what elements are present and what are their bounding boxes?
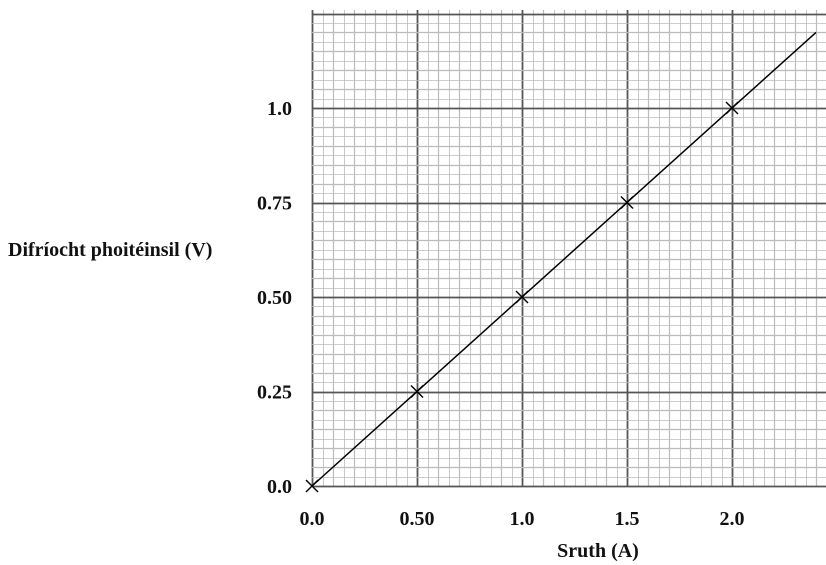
y-tick-label: 0.25 — [257, 382, 292, 404]
data-point — [620, 196, 634, 209]
x-axis-label: Sruth (A) — [557, 540, 639, 562]
data-point — [725, 101, 739, 115]
x-tick-label: 0.0 — [300, 508, 325, 530]
y-tick-label: 0.50 — [257, 287, 292, 309]
y-axis-label: Difríocht phoitéinsil (V) — [8, 239, 212, 261]
y-tick-label: 1.0 — [267, 98, 292, 120]
y-tick-label: 0.75 — [257, 193, 292, 215]
grid — [311, 10, 826, 488]
data-point-stroke — [620, 196, 634, 209]
data-points — [305, 31, 817, 493]
tick-labels: 0.0 0.50 1.0 1.5 2.0 0.0 0.25 0.50 0.75 1.0 — [257, 98, 745, 530]
data-point — [515, 290, 529, 304]
data-point — [410, 385, 424, 398]
data-point-stroke — [410, 385, 424, 398]
x-tick-label: 1.5 — [615, 508, 640, 530]
data-point — [305, 479, 319, 493]
data-point-stroke — [725, 101, 739, 115]
x-tick-label: 2.0 — [720, 508, 745, 530]
y-tick-label: 0.0 — [267, 476, 292, 498]
data-point-stroke — [515, 290, 529, 304]
data-point-stroke — [305, 479, 319, 493]
x-tick-label: 1.0 — [510, 508, 535, 530]
x-tick-label: 0.50 — [400, 508, 435, 530]
